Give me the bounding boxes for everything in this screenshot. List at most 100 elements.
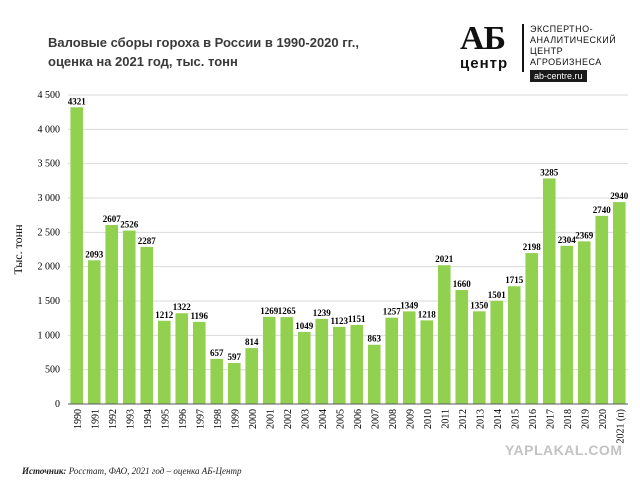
logo-url: ab-centre.ru [530, 70, 587, 82]
x-tick-label: 1991 [90, 409, 101, 429]
bar-value-label: 1196 [190, 311, 208, 321]
bar [455, 290, 469, 404]
bar-value-label: 2526 [120, 220, 139, 230]
bar-value-label: 863 [368, 334, 382, 344]
logo-divider [522, 24, 524, 72]
x-tick-label: 2003 [300, 409, 311, 429]
chart-title-line-2: оценка на 2021 год, тыс. тонн [48, 54, 238, 69]
bar-value-label: 1322 [173, 302, 192, 312]
x-tick-label: 1990 [73, 409, 84, 429]
bar-value-label: 2093 [85, 249, 104, 259]
bar [612, 202, 626, 404]
chart-title-line-1: Валовые сборы гороха в России в 1990-202… [48, 35, 359, 50]
y-tick-label: 4 000 [38, 124, 61, 135]
bar-value-label: 1212 [155, 310, 174, 320]
source-note: Источник: Росстат, ФАО, 2021 год – оценк… [22, 466, 242, 476]
bar [332, 326, 346, 404]
bar [192, 321, 206, 404]
bar-value-label: 2198 [523, 242, 542, 252]
x-tick-label: 1998 [213, 409, 224, 429]
bar [157, 320, 171, 404]
bar [402, 311, 416, 404]
source-label: Источник: [22, 466, 67, 476]
bar-value-label: 1049 [295, 321, 314, 331]
y-axis-tick-labels: 0 500 1 000 1 500 2 000 2 500 3 000 3 500 4 000 4… [38, 90, 61, 410]
x-tick-label: 1992 [108, 409, 119, 429]
y-tick-label: 4 500 [38, 90, 61, 101]
bar [472, 311, 486, 404]
bar-value-label: 1257 [383, 307, 402, 317]
bar [210, 358, 224, 404]
bar-value-label: 2304 [558, 235, 577, 245]
y-tick-label: 0 [55, 399, 60, 410]
bar [385, 317, 399, 404]
bar [87, 260, 101, 404]
x-tick-label: 2008 [388, 409, 399, 429]
bar [367, 344, 381, 404]
bar-value-label: 1151 [348, 314, 366, 324]
x-tick-label: 2004 [318, 409, 329, 429]
x-tick-label: 2017 [545, 409, 556, 429]
bar [280, 317, 294, 404]
logo-caption: ЭКСПЕРТНО-АНАЛИТИЧЕСКИЙ ЦЕНТР АГРОБИЗНЕС… [530, 24, 617, 67]
y-tick-label: 2 000 [38, 262, 61, 273]
bar [507, 286, 521, 404]
watermark: YAPLAKAL.COM [505, 442, 623, 458]
bar [595, 215, 609, 404]
x-tick-label: 2005 [335, 409, 346, 429]
logo-mark: АБ [460, 20, 506, 57]
x-axis-tick-labels: 1990 1991 1992 1993 1994 1995 1996 1997 1998 1999… [73, 409, 627, 444]
bar [315, 318, 329, 404]
x-tick-label: 2000 [248, 409, 259, 429]
x-tick-label: 2002 [283, 409, 294, 429]
x-tick-label: 2001 [265, 409, 276, 429]
x-tick-label: 1994 [143, 409, 154, 429]
x-tick-label: 2021 (п) [615, 409, 626, 444]
x-tick-label: 1996 [178, 409, 189, 429]
x-tick-label: 1997 [195, 409, 206, 429]
bar [262, 316, 276, 404]
bar [175, 313, 189, 404]
bar [525, 253, 539, 404]
bar-value-label: 1269 [260, 306, 279, 316]
y-tick-label: 2 500 [38, 227, 61, 238]
y-tick-label: 3 000 [38, 193, 61, 204]
x-tick-label: 2009 [405, 409, 416, 429]
bar [105, 224, 119, 404]
x-tick-label: 1993 [125, 409, 136, 429]
bar-value-label: 1218 [418, 309, 437, 319]
x-tick-label: 1995 [160, 409, 171, 429]
logo-center-word: центр [460, 55, 509, 72]
bar-value-label: 1349 [400, 300, 419, 310]
bar-value-label: 657 [210, 348, 224, 358]
source-text: Росстат, ФАО, 2021 год – оценка АБ-Центр [68, 466, 242, 476]
x-tick-label: 2013 [475, 409, 486, 429]
bar [70, 107, 84, 405]
y-axis-label: Тыс. тонн [11, 224, 25, 275]
chart-bars [70, 107, 626, 405]
y-tick-label: 3 500 [38, 159, 61, 170]
bar [490, 300, 504, 404]
x-tick-label: 2015 [510, 409, 521, 429]
bar [140, 246, 154, 404]
bar-value-label: 1715 [505, 275, 524, 285]
x-tick-label: 2019 [580, 409, 591, 429]
bar-value-label: 2740 [593, 205, 612, 215]
bar [420, 320, 434, 404]
bar-value-label: 2940 [610, 191, 629, 201]
y-tick-label: 500 [45, 365, 60, 376]
bar-value-label: 2607 [103, 214, 122, 224]
x-tick-label: 2007 [370, 409, 381, 429]
x-tick-label: 2010 [423, 409, 434, 429]
bar-value-label: 1239 [313, 308, 332, 318]
bar-value-label: 2287 [138, 236, 157, 246]
bar-value-label: 814 [245, 337, 259, 347]
x-tick-label: 1999 [230, 409, 241, 429]
bar [560, 245, 574, 404]
bar [245, 348, 259, 404]
bar [542, 178, 556, 404]
x-tick-label: 2014 [493, 409, 504, 429]
y-tick-label: 1 500 [38, 296, 61, 307]
bar-value-label: 2021 [435, 254, 454, 264]
